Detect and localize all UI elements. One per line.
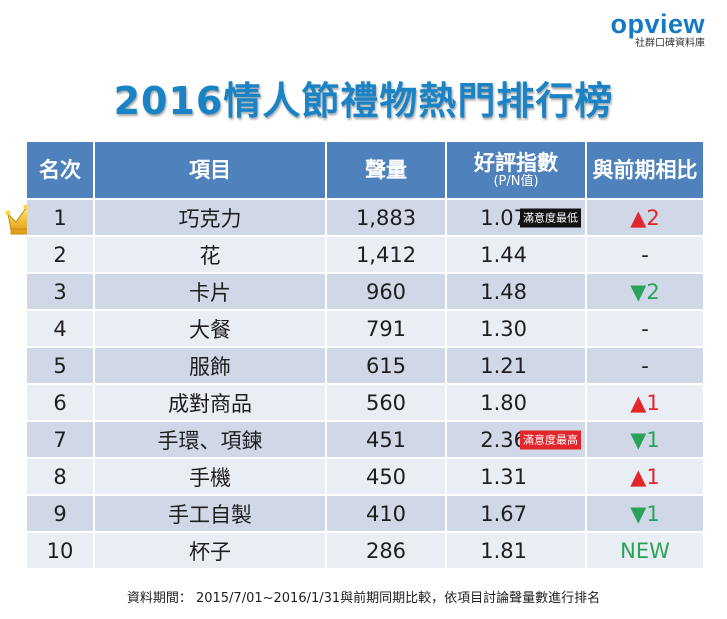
- change-cell: ▼1: [587, 496, 703, 531]
- ranking-table: 名次 項目 聲量 好評指數 (P/N值) 與前期相比 1 巧克力 1,883 1.07…: [27, 140, 703, 570]
- change-indicator: ▲1: [630, 464, 660, 489]
- change-cell: ▼1: [587, 422, 703, 457]
- change-cell: ▲1: [587, 459, 703, 494]
- score-cell: 1.31: [447, 459, 587, 494]
- item-cell: 卡片: [95, 274, 327, 309]
- rank-cell: 10: [27, 533, 95, 568]
- score-value: 1.81: [480, 538, 527, 563]
- change-indicator: ▼2: [630, 279, 660, 304]
- item-cell: 花: [95, 237, 327, 272]
- rank-cell: 6: [27, 385, 95, 420]
- score-cell: 1.48: [447, 274, 587, 309]
- score-value: 1.67: [480, 501, 527, 526]
- change-cell: ▼2: [587, 274, 703, 309]
- volume-cell: 791: [327, 311, 447, 346]
- rank-cell: 3: [27, 274, 95, 309]
- header-change: 與前期相比: [587, 142, 703, 198]
- score-value: 2.36: [480, 427, 527, 452]
- satisfaction-badge: 滿意度最低: [520, 208, 581, 227]
- volume-cell: 451: [327, 422, 447, 457]
- table-row: 5 服飾 615 1.21 -: [27, 348, 703, 383]
- item-cell: 巧克力: [95, 200, 327, 235]
- table-row: 2 花 1,412 1.44 -: [27, 237, 703, 272]
- header-score: 好評指數 (P/N值): [447, 142, 587, 198]
- table-row: 9 手工自製 410 1.67 ▼1: [27, 496, 703, 531]
- volume-cell: 450: [327, 459, 447, 494]
- table-row: 7 手環、項鍊 451 2.36 滿意度最高 ▼1: [27, 422, 703, 457]
- volume-cell: 410: [327, 496, 447, 531]
- rank-cell: 4: [27, 311, 95, 346]
- score-value: 1.44: [480, 242, 527, 267]
- satisfaction-badge: 滿意度最高: [520, 430, 581, 449]
- logo-wordmark: opview: [610, 9, 705, 39]
- change-indicator: ▼1: [630, 501, 660, 526]
- score-cell: 1.67: [447, 496, 587, 531]
- table-row: 4 大餐 791 1.30 -: [27, 311, 703, 346]
- change-indicator: ▼1: [630, 427, 660, 452]
- table-row: 10 杯子 286 1.81 NEW: [27, 533, 703, 568]
- volume-cell: 1,883: [327, 200, 447, 235]
- item-cell: 手機: [95, 459, 327, 494]
- volume-cell: 1,412: [327, 237, 447, 272]
- score-value: 1.30: [480, 316, 527, 341]
- rank-cell: 9: [27, 496, 95, 531]
- change-cell: NEW: [587, 533, 703, 568]
- change-cell: -: [587, 311, 703, 346]
- item-cell: 手工自製: [95, 496, 327, 531]
- volume-cell: 960: [327, 274, 447, 309]
- score-cell: 1.30: [447, 311, 587, 346]
- table-header-row: 名次 項目 聲量 好評指數 (P/N值) 與前期相比: [27, 142, 703, 198]
- score-cell: 1.44: [447, 237, 587, 272]
- header-rank: 名次: [27, 142, 95, 198]
- score-value: 1.48: [480, 279, 527, 304]
- change-cell: ▲2: [587, 200, 703, 235]
- header-score-sublabel: (P/N值): [493, 174, 539, 189]
- table-row: 3 卡片 960 1.48 ▼2: [27, 274, 703, 309]
- change-indicator: -: [641, 242, 649, 267]
- score-cell: 1.07 滿意度最低: [447, 200, 587, 235]
- item-cell: 杯子: [95, 533, 327, 568]
- header-score-label: 好評指數: [474, 151, 558, 175]
- table-row: 6 成對商品 560 1.80 ▲1: [27, 385, 703, 420]
- header-item: 項目: [95, 142, 327, 198]
- logo-tagline: 社群口碑資料庫: [635, 38, 705, 49]
- item-cell: 成對商品: [95, 385, 327, 420]
- change-indicator: -: [641, 316, 649, 341]
- score-cell: 1.81: [447, 533, 587, 568]
- item-cell: 服飾: [95, 348, 327, 383]
- change-indicator: NEW: [620, 538, 670, 563]
- score-value: 1.21: [480, 353, 527, 378]
- table-row: 8 手機 450 1.31 ▲1: [27, 459, 703, 494]
- volume-cell: 286: [327, 533, 447, 568]
- header-volume: 聲量: [327, 142, 447, 198]
- score-value: 1.80: [480, 390, 527, 415]
- score-cell: 1.80: [447, 385, 587, 420]
- volume-cell: 615: [327, 348, 447, 383]
- change-indicator: ▲1: [630, 390, 660, 415]
- change-indicator: ▲2: [630, 205, 660, 230]
- rank-cell: 5: [27, 348, 95, 383]
- change-cell: ▲1: [587, 385, 703, 420]
- page-title: 2016情人節禮物熱門排行榜: [113, 79, 614, 123]
- rank-cell: 7: [27, 422, 95, 457]
- score-value: 1.07: [480, 205, 527, 230]
- change-indicator: -: [641, 353, 649, 378]
- change-cell: -: [587, 348, 703, 383]
- score-value: 1.31: [480, 464, 527, 489]
- opview-logo: opview 社群口碑資料庫: [595, 10, 705, 50]
- volume-cell: 560: [327, 385, 447, 420]
- footnote: 資料期間： 2015/7/01~2016/1/31與前期同期比較，依項目討論聲量…: [126, 591, 601, 606]
- rank-cell: 1: [27, 200, 95, 235]
- score-cell: 2.36 滿意度最高: [447, 422, 587, 457]
- rank-cell: 2: [27, 237, 95, 272]
- item-cell: 大餐: [95, 311, 327, 346]
- item-cell: 手環、項鍊: [95, 422, 327, 457]
- rank-cell: 8: [27, 459, 95, 494]
- table-row: 1 巧克力 1,883 1.07 滿意度最低 ▲2: [27, 200, 703, 235]
- score-cell: 1.21: [447, 348, 587, 383]
- change-cell: -: [587, 237, 703, 272]
